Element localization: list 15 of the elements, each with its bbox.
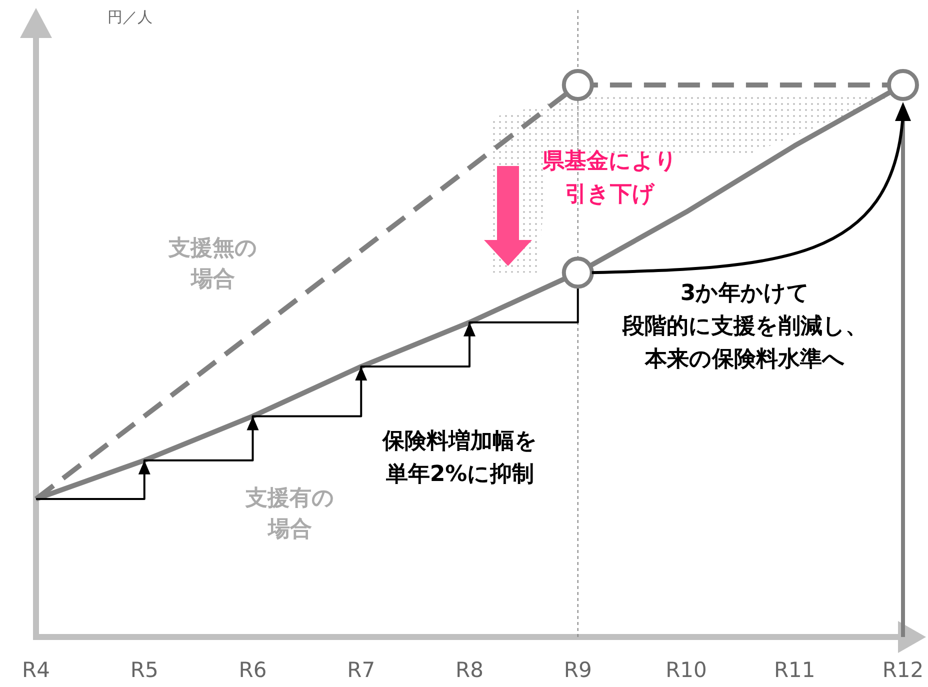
series-label: 支援無の場合 [168,236,258,292]
x-tick-label: R6 [238,658,267,682]
x-tick-label: R8 [456,658,484,682]
annotation: 3か年かけて段階的に支援を削減し、本来の保険料水準へ [622,281,868,372]
y-axis-title: 円／人 [108,8,152,26]
x-tick-label: R7 [347,658,376,682]
x-tick-label: R9 [564,658,592,682]
annotation: 保険料増加幅を単年2%に抑制 [382,428,538,487]
x-tick-label: R5 [130,658,158,682]
x-tick-label: R12 [882,658,924,682]
annotation: 県基金により引き下げ [542,149,678,207]
text: 支援有の場合 [244,486,334,542]
x-tick-label: R10 [666,658,707,682]
x-tick-label: R11 [774,658,816,682]
x-tick-label: R4 [22,658,50,682]
